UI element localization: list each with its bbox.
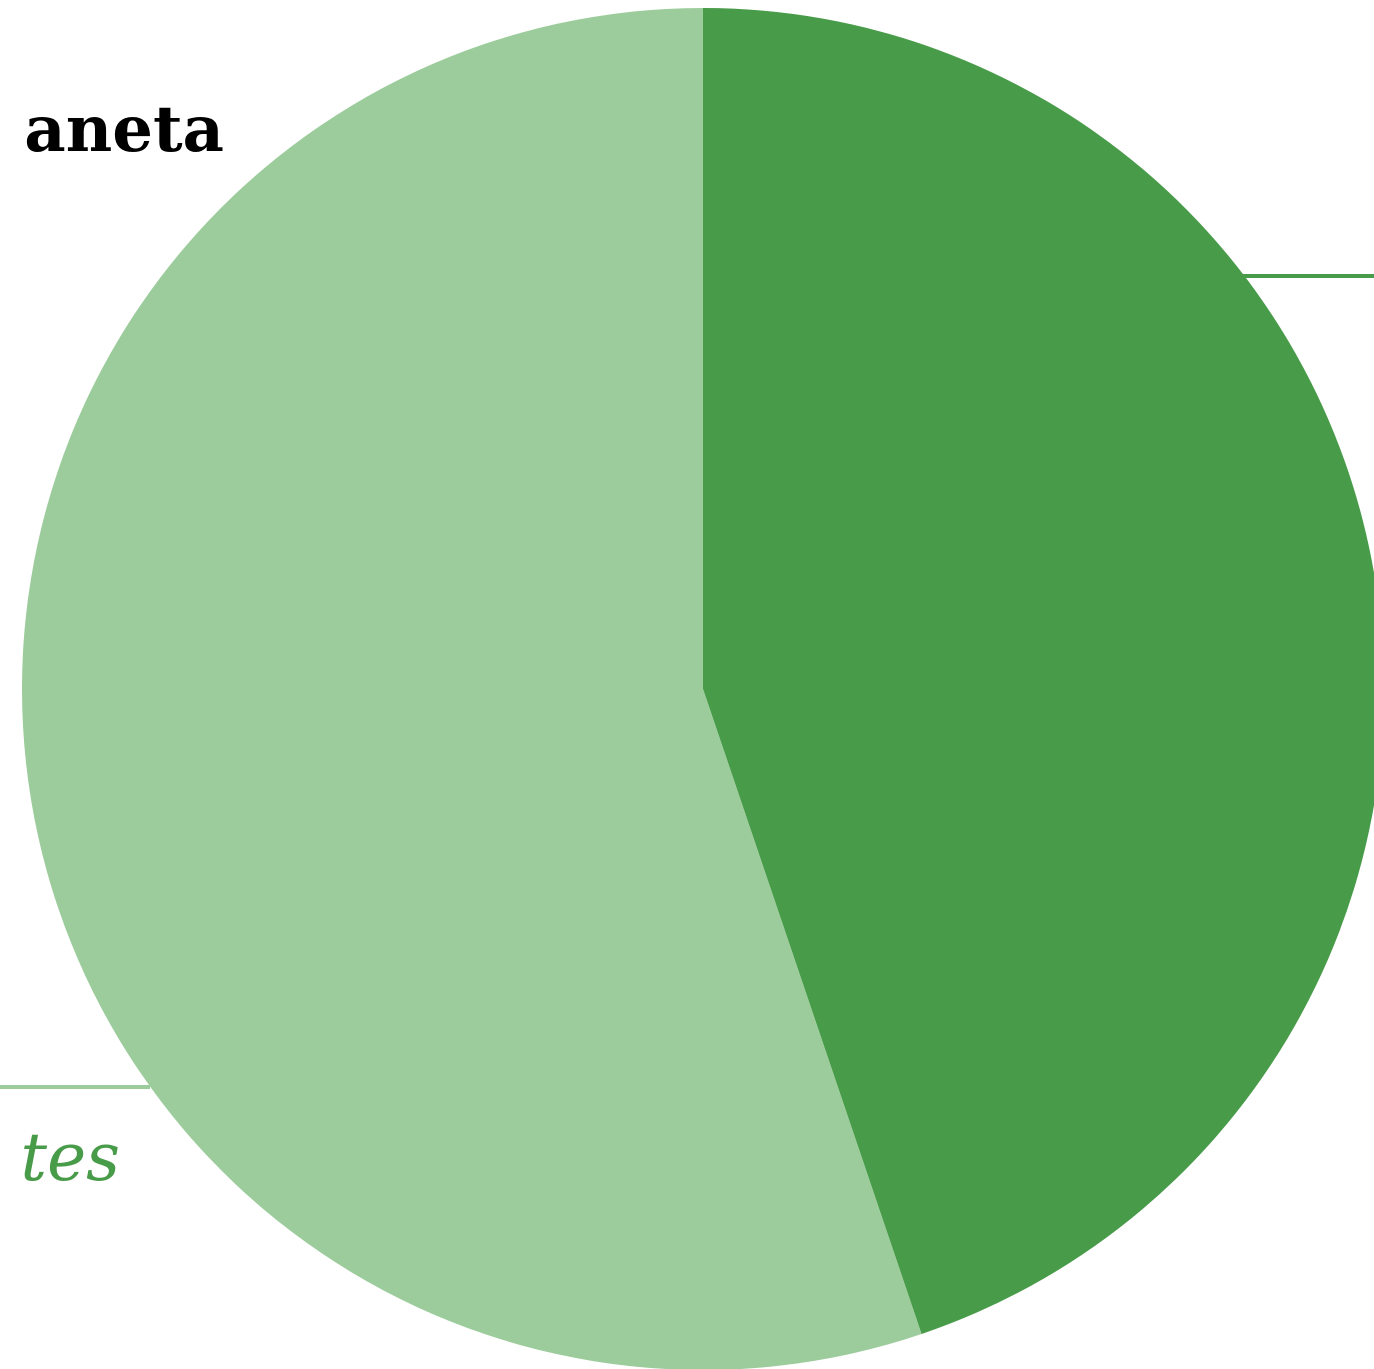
pie-slice-2 <box>22 8 922 1369</box>
chart-title: aneta <box>24 92 224 167</box>
pie-slice-1 <box>703 8 1374 1334</box>
slice-label: tes <box>20 1119 120 1196</box>
pie-slices <box>22 8 1374 1369</box>
leader-lines <box>0 274 1374 1089</box>
